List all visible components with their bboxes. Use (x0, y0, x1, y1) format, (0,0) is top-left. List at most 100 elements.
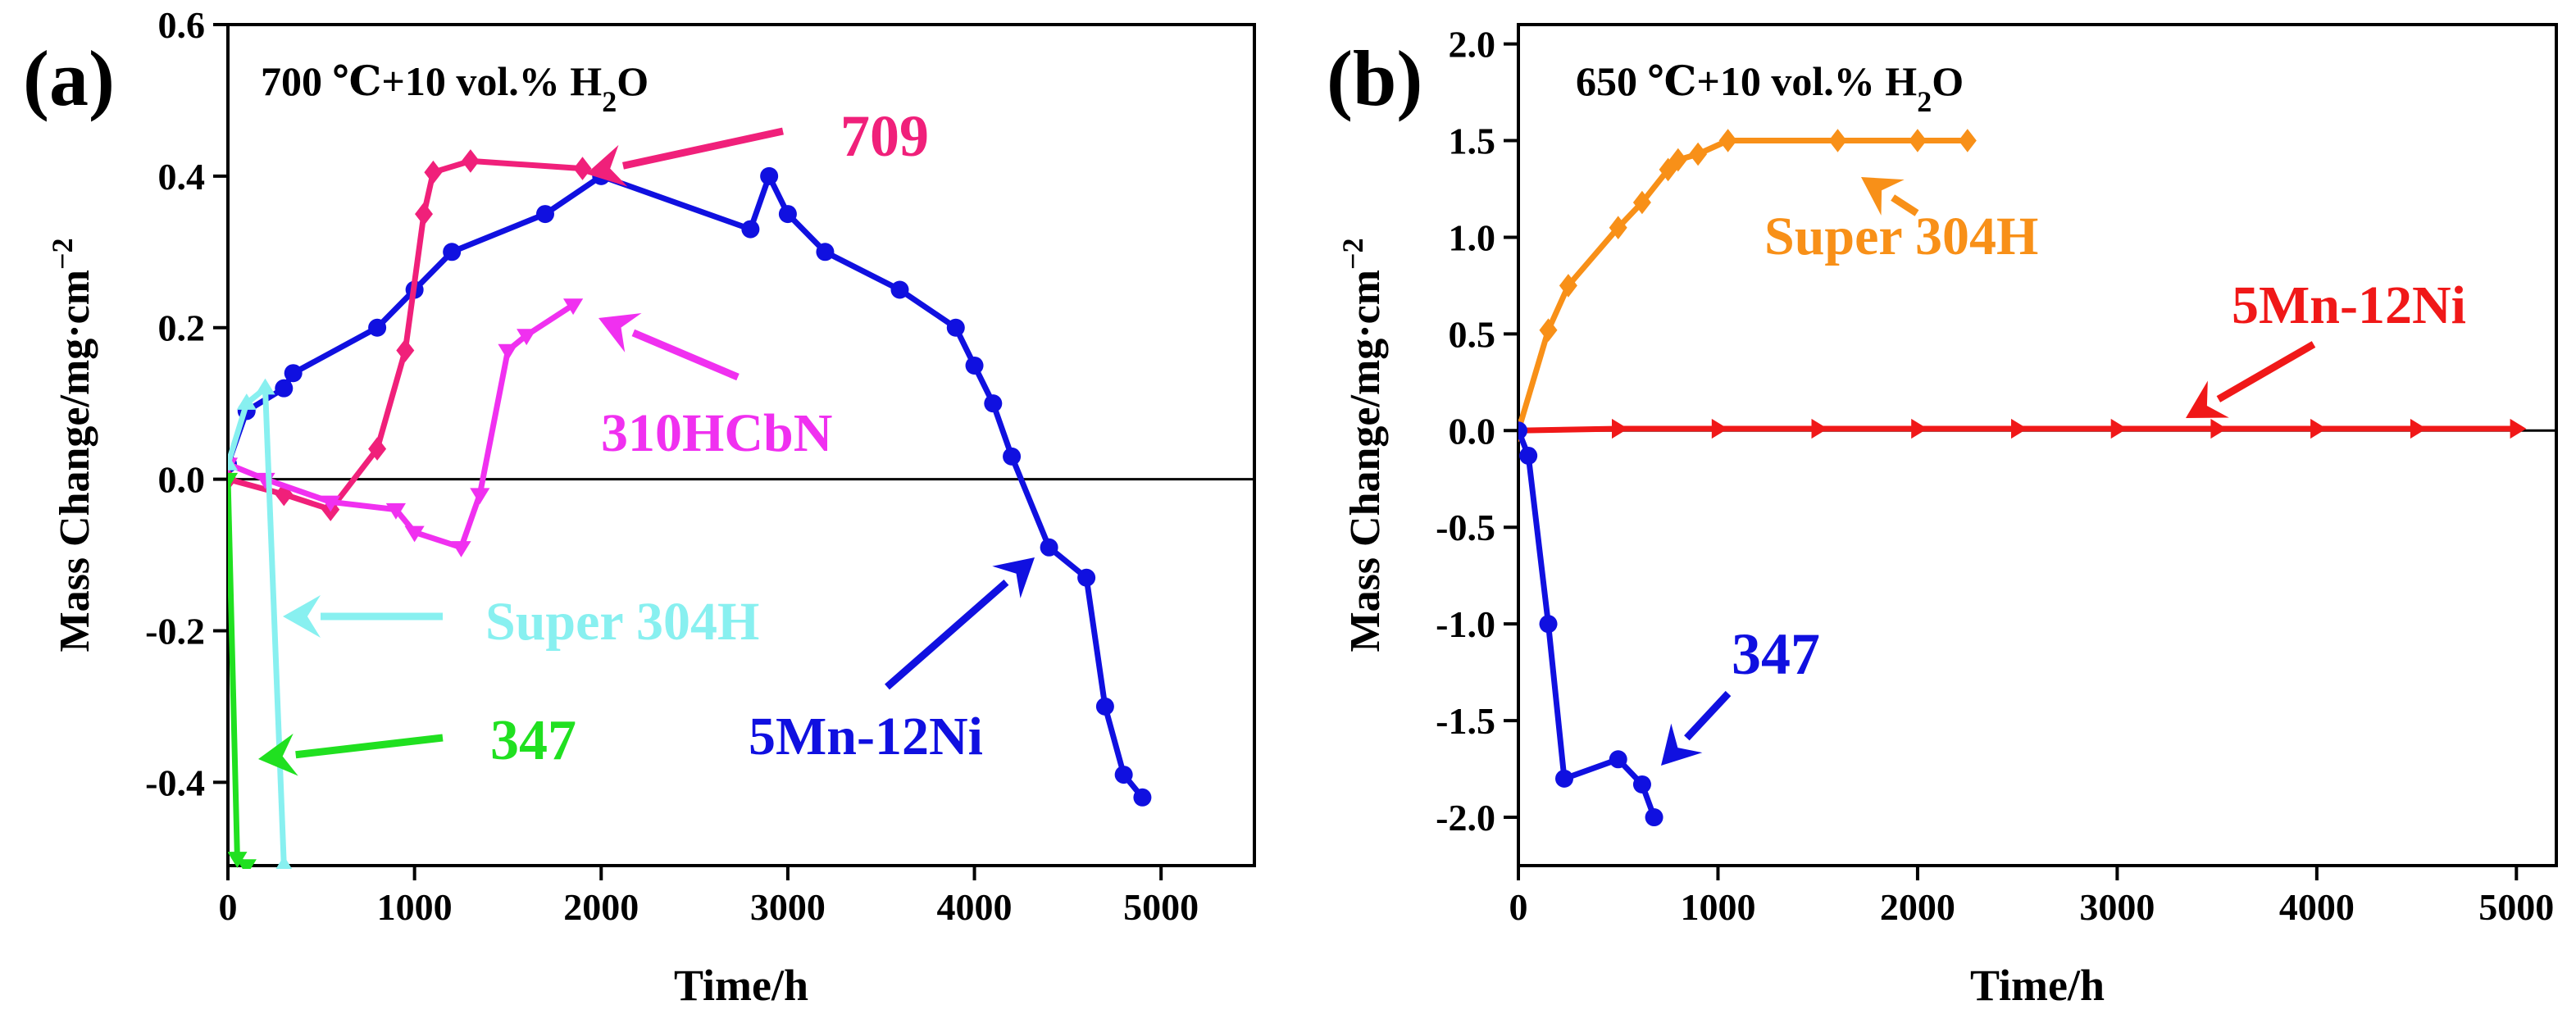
panel-label: (a) (23, 34, 115, 122)
annotation-arrow-head (1661, 723, 1703, 766)
data-point (2410, 418, 2427, 439)
data-point (573, 157, 592, 180)
data-point (563, 298, 584, 316)
y-axis-title: Mass Change/mg·cm−2 (46, 238, 98, 652)
annotation-arrow-line (885, 579, 1009, 690)
annotation-label: Super 304H (1764, 207, 2038, 266)
data-point (275, 379, 294, 398)
annotation-label: 347 (490, 709, 576, 772)
y-tick-label: -0.2 (145, 610, 205, 652)
data-point (946, 318, 965, 337)
series-347 (228, 472, 257, 869)
data-point (1040, 538, 1058, 557)
y-tick-label: 0.0 (158, 459, 206, 501)
x-tick-label: 5000 (2478, 886, 2554, 928)
x-tick-label: 2000 (563, 886, 639, 928)
annotation-arrow-line (1891, 194, 1919, 216)
y-tick-label: 0.5 (1449, 313, 1496, 355)
x-tick-label: 4000 (937, 886, 1013, 928)
series-347 (1518, 421, 1663, 827)
annotation-arrow-line (622, 127, 784, 170)
data-point (228, 472, 239, 489)
chart-panel-a: 0 1000 2000 3000 4000 5000 -0.4 -0.2 0.0 0.2 0.4 0.… (23, 4, 1256, 1010)
x-tick-label: 0 (1509, 886, 1528, 928)
data-point (517, 329, 537, 346)
series-line (228, 479, 248, 868)
data-point (451, 541, 471, 557)
annotation-arrow-line (2216, 341, 2316, 402)
data-point (1554, 769, 1573, 788)
data-point (1539, 318, 1558, 342)
data-point (443, 243, 462, 261)
y-axis-title: Mass Change/mg·cm−2 (1336, 238, 1389, 652)
series-super-304h (228, 378, 293, 869)
data-point (760, 166, 779, 185)
data-point (255, 378, 275, 395)
data-point (1518, 421, 1527, 440)
condition-label: 700 ℃+10 vol.% H2O (261, 58, 649, 118)
y-tick-label: 2.0 (1449, 24, 1496, 66)
data-point (415, 202, 433, 226)
y-tick-label: -0.4 (145, 762, 205, 803)
data-point (1718, 129, 1737, 152)
annotation-label: 5Mn-12Ni (749, 707, 983, 766)
annotation-label: 310HCbN (601, 403, 832, 463)
data-point (1559, 274, 1577, 298)
series-line (1518, 430, 1657, 819)
series-line (228, 385, 287, 866)
data-point (741, 220, 760, 239)
chart-panel-b: 0 1000 2000 3000 4000 5000 -2.0 -1.5 -1.0 -0.5 0.0… (1327, 23, 2558, 1010)
x-axis-title: Time/h (674, 961, 808, 1010)
data-point (965, 356, 984, 375)
data-point (1539, 615, 1558, 634)
annotation-arrow-line (631, 329, 740, 381)
annotation-arrow-head (258, 733, 298, 776)
annotation-label: 709 (840, 103, 929, 169)
annotation-label: Super 304H (485, 592, 759, 652)
data-point (385, 502, 406, 520)
data-point (1095, 697, 1114, 716)
data-point (2210, 418, 2228, 439)
data-point (2011, 418, 2028, 439)
data-point (1609, 216, 1627, 239)
data-point (498, 343, 518, 361)
data-point (1828, 129, 1847, 152)
annotation-arrow-head (586, 144, 628, 187)
data-point (890, 280, 909, 299)
data-point (368, 437, 387, 461)
annotation-arrow-head (992, 557, 1035, 598)
data-point (404, 525, 425, 543)
data-point (1811, 418, 1828, 439)
data-point (424, 160, 443, 184)
y-tick-label: 0.6 (158, 4, 206, 46)
data-point (396, 339, 415, 362)
y-tick-label: -0.5 (1436, 507, 1495, 548)
y-tick-label: -1.0 (1436, 603, 1495, 645)
data-point (1668, 148, 1687, 172)
annotation-arrow-head (283, 595, 321, 638)
data-point (1689, 142, 1708, 166)
panel-label: (b) (1327, 34, 1422, 122)
plot-frame (1517, 23, 2558, 867)
data-point (984, 394, 1003, 413)
x-tick-label: 0 (219, 886, 238, 928)
y-tick-label: 0.0 (1449, 410, 1496, 452)
data-point (1908, 129, 1927, 152)
x-tick-label: 3000 (750, 886, 826, 928)
annotation-arrow-line (295, 734, 444, 759)
data-point (1632, 190, 1651, 215)
y-tick-label: 1.5 (1449, 120, 1496, 162)
data-point (1645, 808, 1663, 827)
y-tick-label: 0.4 (158, 156, 206, 198)
plot-frame (226, 23, 1256, 867)
data-point (1114, 766, 1133, 784)
annotation-label: 5Mn-12Ni (2232, 275, 2466, 335)
y-tick-label: -1.5 (1436, 700, 1495, 742)
data-point (1077, 568, 1096, 587)
series-line (228, 302, 576, 551)
x-tick-label: 2000 (1880, 886, 1955, 928)
series-line (1518, 138, 1968, 432)
data-point (816, 243, 835, 261)
condition-label: 650 ℃+10 vol.% H2O (1576, 58, 1964, 118)
